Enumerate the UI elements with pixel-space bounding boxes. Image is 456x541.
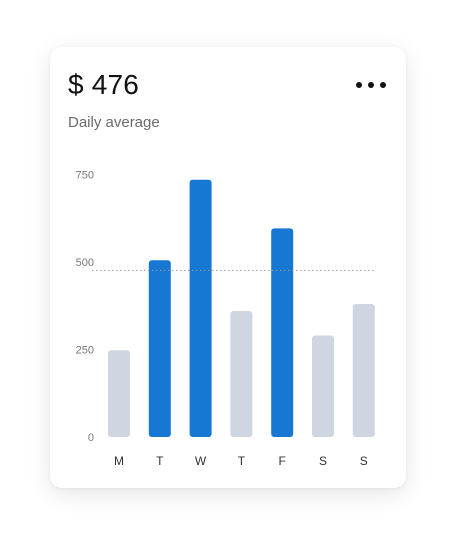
- x-tick-label: T: [156, 454, 164, 468]
- x-tick-label: W: [195, 454, 207, 468]
- bar-chart: 0 250 500 750 M T W T F S S: [76, 170, 376, 468]
- dot-icon: [356, 82, 362, 88]
- bar-5: [312, 335, 334, 437]
- dot-icon: [380, 82, 386, 88]
- y-tick-label: 250: [76, 345, 94, 357]
- average-amount: $ 476: [68, 69, 140, 100]
- bar-3: [230, 311, 253, 437]
- bar-2: [189, 179, 212, 437]
- bar-0: [108, 350, 130, 437]
- x-tick-label: F: [279, 454, 286, 468]
- bar-4: [271, 228, 294, 437]
- x-tick-label: S: [319, 454, 327, 468]
- y-tick-label: 500: [76, 257, 94, 269]
- more-options-icon[interactable]: [356, 77, 386, 93]
- bar-1: [148, 260, 171, 437]
- daily-average-card: $ 476 Daily average 0 250 500 750 M T W T F S S: [50, 47, 406, 488]
- bar-6: [352, 304, 375, 437]
- dot-icon: [368, 82, 374, 88]
- y-tick-label: 0: [88, 432, 94, 444]
- x-tick-label: T: [238, 454, 246, 468]
- average-subtitle: Daily average: [68, 114, 160, 131]
- x-tick-label: S: [360, 454, 368, 468]
- x-tick-label: M: [114, 454, 124, 468]
- y-tick-label: 750: [76, 170, 94, 182]
